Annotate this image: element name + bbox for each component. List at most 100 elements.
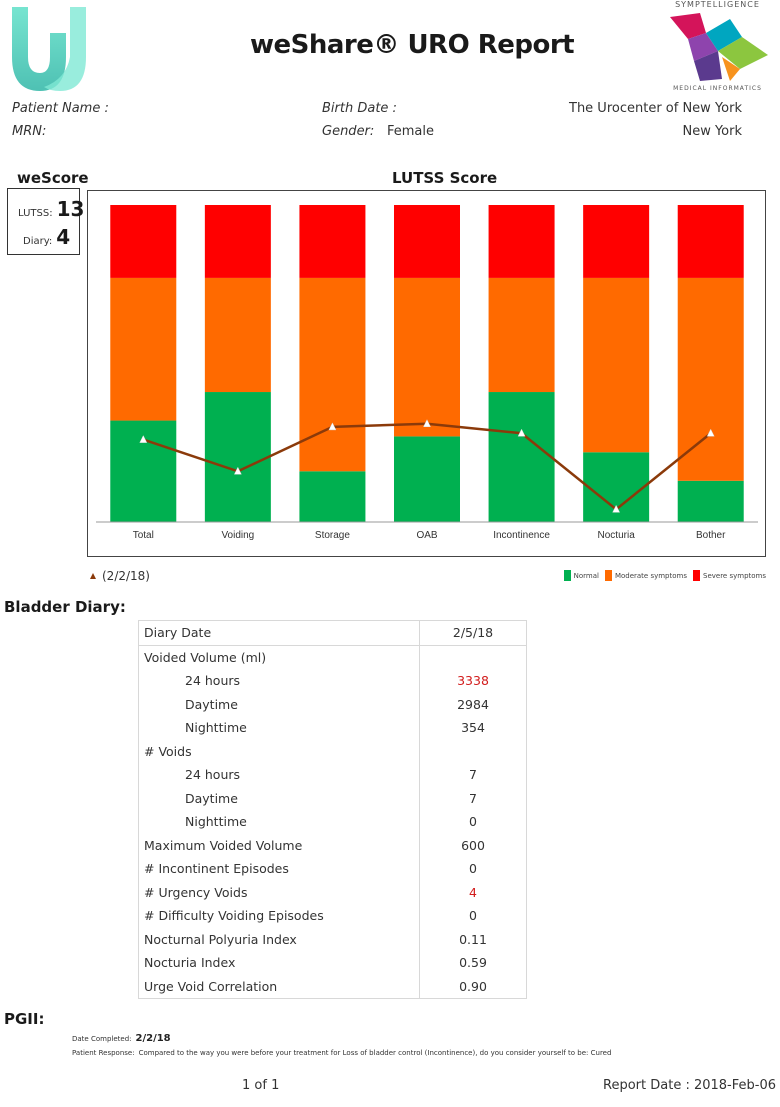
lutss-chart-frame: Total Voiding Storage OAB Incontinence Noctur…: [87, 190, 766, 557]
chart-legend: Normal Moderate symptoms Severe symptoms: [563, 570, 766, 581]
legend-moderate-swatch: [604, 570, 612, 581]
pgii-date-value: 2/2/18: [135, 1033, 171, 1044]
bar-moderate: [677, 277, 744, 481]
diary-row: 24 hours 3338: [139, 669, 527, 693]
diary-row-value: 0.59: [419, 951, 527, 975]
diary-row: 24 hours 7: [139, 763, 527, 787]
birth-date-label: Birth Date :: [322, 101, 397, 116]
bar-moderate: [583, 277, 650, 453]
line-point: [706, 428, 715, 437]
report-title: weShare® URO Report: [250, 30, 575, 60]
diary-row-label: # Incontinent Episodes: [144, 861, 289, 877]
line-legend-label: (2/2/18): [102, 569, 150, 583]
diary-row: Nighttime 0: [139, 810, 527, 834]
pgii-response-text: Compared to the way you were before your…: [138, 1049, 612, 1057]
diary-row-label: Nighttime: [185, 814, 247, 830]
diary-row: Nocturnal Polyuria Index 0.11: [139, 927, 527, 951]
diary-row-label: Voided Volume (ml): [144, 649, 267, 665]
diary-row-value: 600: [419, 833, 527, 857]
x-tick-label: OAB: [416, 530, 437, 541]
line-point: [612, 504, 621, 513]
diary-row-value: [419, 645, 527, 669]
legend-normal-label: Normal: [573, 571, 599, 580]
bar-normal: [677, 480, 744, 522]
x-tick-label: Storage: [315, 530, 350, 541]
symptelligence-mark-icon: [670, 13, 768, 81]
diary-row-label: 24 hours: [185, 673, 241, 689]
diary-row-value: 0.90: [419, 974, 527, 999]
diary-row-label: Daytime: [185, 696, 238, 712]
diary-row: # Voids: [139, 739, 527, 763]
legend-severe: Severe symptoms: [693, 570, 766, 581]
diary-row: # Urgency Voids 4: [139, 880, 527, 904]
bar-severe: [299, 205, 366, 278]
bladder-diary-heading: Bladder Diary:: [4, 598, 126, 616]
diary-row-label: Nocturnal Polyuria Index: [144, 931, 297, 947]
diary-row: Nighttime 354: [139, 716, 527, 740]
diary-row-value: 7: [419, 763, 527, 787]
center-city: New York: [682, 124, 742, 139]
legend-severe-swatch: [693, 570, 700, 581]
x-tick-label: Voiding: [221, 530, 254, 541]
diary-row-value: 0.11: [419, 927, 527, 951]
bar-moderate: [299, 277, 366, 472]
center-name: The Urocenter of New York: [569, 101, 742, 116]
company-logo: SYMPTELLIGENCE MEDICAL INFORMATICS: [660, 0, 775, 96]
lutss-value: 13: [56, 197, 85, 221]
mrn-label: MRN:: [12, 124, 47, 139]
diary-row: Urge Void Correlation 0.90: [139, 974, 527, 999]
diary-row-label: # Urgency Voids: [144, 884, 248, 900]
report-date: Report Date : 2018-Feb-06: [603, 1078, 776, 1093]
diary-date-header: Diary Date: [138, 620, 420, 646]
diary-row-value: 0: [419, 904, 527, 928]
gender-label: Gender:: [322, 124, 375, 139]
company-logo-bottom-text: MEDICAL INFORMATICS: [673, 85, 762, 92]
line-point: [139, 435, 148, 443]
diary-row-label: Nighttime: [185, 720, 247, 736]
legend-moderate: Moderate symptoms: [604, 570, 687, 581]
legend-severe-label: Severe symptoms: [703, 571, 766, 580]
diary-row-value: 2984: [419, 692, 527, 716]
pgii-date-label: Date Completed:: [72, 1035, 132, 1043]
bar-normal: [488, 392, 555, 522]
diary-row-label: 24 hours: [185, 767, 241, 783]
weshare-logo-icon: [12, 7, 86, 91]
diary-label: Diary:: [23, 236, 53, 247]
diary-value: 4: [56, 225, 71, 249]
diary-header-row: Diary Date 2/5/18: [138, 620, 527, 646]
diary-row-value: 0: [419, 857, 527, 881]
diary-row: Maximum Voided Volume 600: [139, 833, 527, 857]
diary-row: Voided Volume (ml): [139, 645, 527, 669]
line-point: [423, 419, 431, 427]
bar-normal: [204, 392, 271, 522]
pgii-response: Patient Response: Compared to the way yo…: [72, 1049, 611, 1057]
gender-value: Female: [387, 124, 435, 139]
bar-severe: [488, 205, 555, 278]
bar-moderate: [488, 277, 555, 393]
pgii-response-label: Patient Response:: [72, 1049, 135, 1057]
bar-severe: [204, 205, 271, 278]
diary-row-label: # Difficulty Voiding Episodes: [144, 908, 324, 924]
x-tick-label: Total: [133, 530, 154, 541]
bar-severe: [583, 205, 650, 278]
legend-normal: Normal: [563, 570, 599, 581]
diary-row-value: 3338: [419, 669, 527, 693]
diary-row-label: Maximum Voided Volume: [144, 837, 303, 853]
bar-moderate: [204, 277, 271, 393]
line-legend: (2/2/18): [89, 569, 150, 583]
diary-row: # Incontinent Episodes 0: [139, 857, 527, 881]
line-point: [328, 422, 337, 431]
diary-row-value: 0: [419, 810, 527, 834]
legend-normal-swatch: [563, 570, 571, 581]
x-tick-label: Bother: [696, 530, 726, 541]
triangle-marker-icon: [90, 573, 96, 579]
diary-row: Daytime 2984: [139, 692, 527, 716]
diary-row: Nocturia Index 0.59: [139, 951, 527, 975]
bladder-diary-table: Diary Date 2/5/18 Voided Volume (ml) 24 h…: [138, 620, 527, 999]
diary-row: # Difficulty Voiding Episodes 0: [139, 904, 527, 928]
bar-severe: [677, 205, 744, 278]
chart-title: LUTSS Score: [392, 169, 498, 187]
diary-row-value: 4: [419, 880, 527, 904]
bar-normal: [299, 471, 366, 522]
diary-row-label: Daytime: [185, 790, 238, 806]
